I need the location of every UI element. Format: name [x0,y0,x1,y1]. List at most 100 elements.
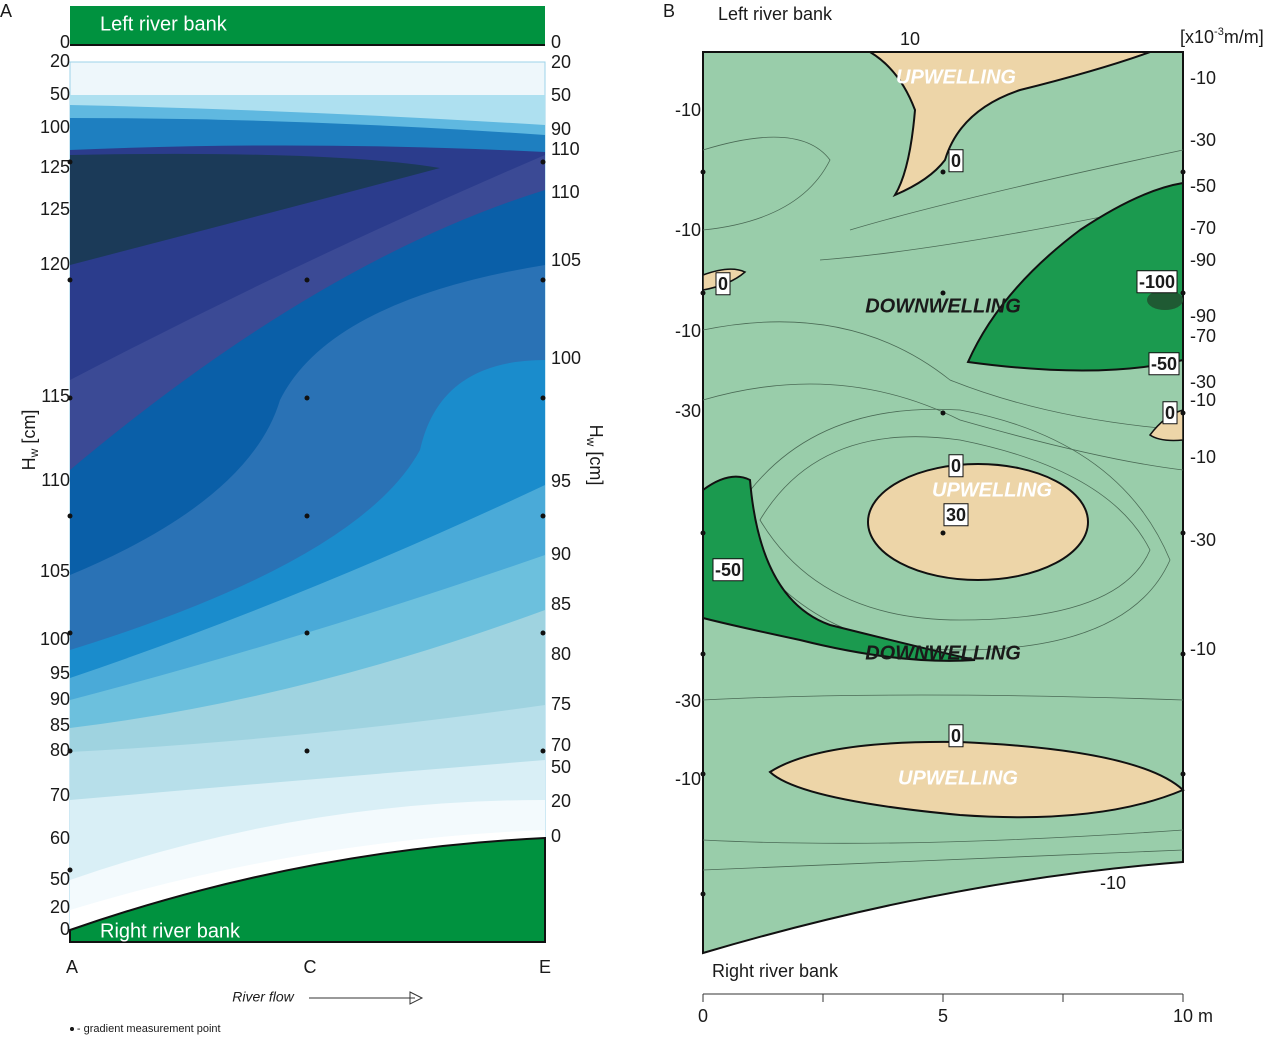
x-label: E [539,957,551,977]
right-label: -30 [1190,372,1216,392]
unit-sup: -3 [1214,26,1224,38]
region-label: UPWELLING [896,66,1016,88]
axis-title-main: H [586,425,606,438]
flow-label: River flow [232,989,294,1005]
x-label: C [304,957,317,977]
left-label: 100 [40,629,70,649]
unit: [x10-3m/m] [1180,26,1264,47]
right-label: 110 [551,182,580,202]
left-label: 60 [50,828,70,848]
right-label: 75 [551,694,571,714]
left-label: 50 [50,84,70,104]
right-label: -70 [1190,218,1216,238]
boxed-label: 0 [948,454,964,478]
right-label: 90 [551,119,571,139]
left-label: -10 [675,100,701,120]
right-label: 70 [551,735,571,755]
left-label: 70 [50,785,70,805]
right-label: -90 [1190,250,1216,270]
right-label: 90 [551,544,571,564]
panel-letter: A [0,1,12,21]
right-label: 50 [551,757,571,777]
boxed-label: 0 [715,272,731,296]
left-label: -10 [675,321,701,341]
label-box [1136,270,1178,294]
axis-title: Hw [cm] [584,425,606,486]
region-label: DOWNWELLING [865,642,1021,664]
label-text: -100 [1139,272,1175,292]
label-text: 0 [951,726,961,746]
axis-title-unit: [cm] [19,410,39,449]
label-text: -50 [1151,354,1177,374]
bank-label: Left river bank [718,4,833,24]
left-label: -10 [675,220,701,240]
axis-title: Hw [cm] [19,410,41,471]
label-box [712,558,744,582]
left-label: 0 [60,919,70,939]
right-label: 0 [551,826,561,846]
left-label: 100 [40,117,70,137]
left-label: 115 [41,386,70,406]
region-label: UPWELLING [932,479,1052,501]
axis-title-unit: [cm] [586,446,606,485]
x-label: A [66,957,78,977]
unit-pre: [x10 [1180,27,1214,47]
boxed-label: 0 [948,724,964,748]
left-label: 80 [50,740,70,760]
boxed-label: -50 [1148,352,1180,376]
left-label: 110 [41,470,70,490]
left-label: 120 [40,254,70,274]
left-label: -10 [675,769,701,789]
right-label: -70 [1190,326,1216,346]
label-box [948,454,964,478]
bank-label: Left river bank [100,13,228,35]
right-label: -50 [1190,176,1216,196]
right-label: 20 [551,791,571,811]
label-text: 30 [946,505,966,525]
right-label: -90 [1190,306,1216,326]
region-label: DOWNWELLING [865,295,1021,317]
left-label: 0 [60,32,70,52]
label-text: -50 [715,560,741,580]
left-label: 105 [40,561,70,581]
right-label: 100 [551,348,581,368]
bank-label: Right river bank [100,920,241,942]
right-label: 20 [551,52,571,72]
contour-label: -10 [1100,873,1126,893]
left-label: 20 [50,51,70,71]
boxed-label: 30 [943,503,969,527]
boxed-label: -50 [712,558,744,582]
x-label: 5 [938,1006,948,1026]
x-label: 0 [698,1006,708,1026]
label-box [1162,401,1178,425]
label-text: 0 [718,274,728,294]
left-label: 125 [40,199,70,219]
label-text: 0 [951,151,961,171]
left-label: -30 [675,401,701,421]
right-label: 50 [551,85,571,105]
left-label: 90 [50,689,70,709]
panel-b-map [700,51,1186,1002]
panel-letter: B [663,1,675,21]
left-label: 125 [40,157,70,177]
left-label: 95 [50,663,70,683]
panel-a-map [67,6,546,1031]
right-label: 0 [551,32,561,52]
left-label: 50 [50,869,70,889]
right-label: 105 [551,250,581,270]
right-label: 85 [551,594,571,614]
right-label: 95 [551,471,571,491]
right-label: -10 [1190,447,1216,467]
left-label: -30 [675,691,701,711]
unit-post: m/m] [1224,27,1264,47]
right-label: -30 [1190,130,1216,150]
axis-title-main: H [19,457,39,470]
right-label: -30 [1190,530,1216,550]
boxed-label: 0 [948,149,964,173]
boxed-label: -100 [1136,270,1178,294]
axis-title-sub: w [584,437,598,447]
label-box [948,149,964,173]
right-label: -10 [1190,639,1216,659]
